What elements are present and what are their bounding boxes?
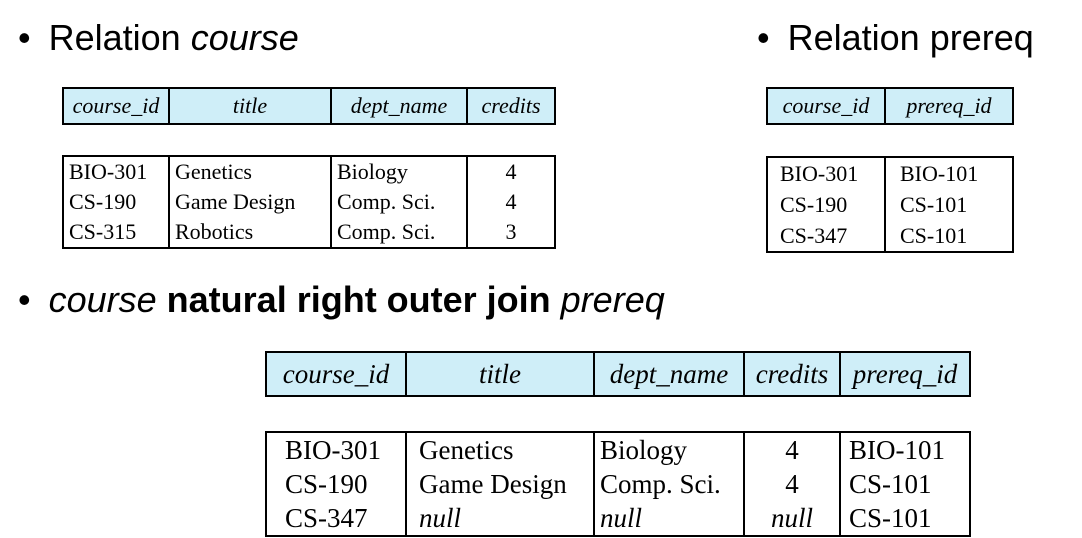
heading-relation-prereq: • Relation prereq bbox=[757, 18, 1034, 58]
join-right-relation: prereq bbox=[560, 279, 665, 320]
table-row: BIO-301 BIO-101 bbox=[766, 156, 1014, 189]
cell: CS-190 bbox=[265, 467, 407, 501]
column-header: course_id bbox=[62, 87, 170, 125]
cell: CS-101 bbox=[884, 189, 1014, 220]
cell: 3 bbox=[466, 217, 556, 249]
table-header-row: course_id title dept_name credits bbox=[62, 87, 556, 125]
bullet: • bbox=[18, 17, 31, 58]
cell: null bbox=[593, 501, 745, 537]
cell: CS-190 bbox=[62, 187, 170, 217]
cell: CS-101 bbox=[884, 220, 1014, 253]
table-row: CS-347 null null null CS-101 bbox=[265, 501, 971, 537]
table-row: BIO-301 Genetics Biology 4 bbox=[62, 155, 556, 187]
heading-join: • course natural right outer join prereq bbox=[18, 280, 665, 320]
table-row: CS-190 Game Design Comp. Sci. 4 CS-101 bbox=[265, 467, 971, 501]
column-header: dept_name bbox=[593, 351, 745, 397]
join-left-relation: course bbox=[48, 279, 157, 320]
column-header: course_id bbox=[265, 351, 407, 397]
cell: BIO-101 bbox=[839, 431, 971, 467]
cell: null bbox=[405, 501, 595, 537]
column-header: credits bbox=[466, 87, 556, 125]
cell: 4 bbox=[466, 187, 556, 217]
cell: BIO-301 bbox=[265, 431, 407, 467]
cell: BIO-101 bbox=[884, 156, 1014, 189]
column-header: prereq_id bbox=[884, 87, 1014, 125]
table-header-row: course_id title dept_name credits prereq… bbox=[265, 351, 971, 397]
table-row: CS-190 CS-101 bbox=[766, 189, 1014, 220]
column-header: dept_name bbox=[330, 87, 468, 125]
table-row: CS-190 Game Design Comp. Sci. 4 bbox=[62, 187, 556, 217]
join-result-table: course_id title dept_name credits prereq… bbox=[265, 351, 971, 537]
join-operator: natural right outer join bbox=[156, 279, 561, 320]
cell: BIO-301 bbox=[62, 155, 170, 187]
cell: Comp. Sci. bbox=[330, 217, 468, 249]
heading-relation-course: • Relation course bbox=[18, 18, 299, 58]
cell: 4 bbox=[743, 467, 841, 501]
column-header: title bbox=[405, 351, 595, 397]
heading-prefix: Relation bbox=[48, 17, 191, 58]
cell: 4 bbox=[466, 155, 556, 187]
column-header: course_id bbox=[766, 87, 886, 125]
column-header: title bbox=[168, 87, 332, 125]
cell: Biology bbox=[593, 431, 745, 467]
cell: Biology bbox=[330, 155, 468, 187]
table-row: CS-315 Robotics Comp. Sci. 3 bbox=[62, 217, 556, 249]
bullet: • bbox=[757, 17, 770, 58]
prereq-table: course_id prereq_id BIO-301 BIO-101 CS-1… bbox=[766, 87, 1014, 253]
column-header: credits bbox=[743, 351, 841, 397]
cell: Comp. Sci. bbox=[330, 187, 468, 217]
cell: CS-347 bbox=[265, 501, 407, 537]
cell: Genetics bbox=[405, 431, 595, 467]
course-table: course_id title dept_name credits BIO-30… bbox=[62, 87, 556, 249]
cell: CS-190 bbox=[766, 189, 886, 220]
cell: CS-101 bbox=[839, 467, 971, 501]
table-row: CS-347 CS-101 bbox=[766, 220, 1014, 253]
cell: CS-347 bbox=[766, 220, 886, 253]
cell: Game Design bbox=[168, 187, 332, 217]
cell: Robotics bbox=[168, 217, 332, 249]
relation-name: course bbox=[190, 17, 299, 58]
cell: 4 bbox=[743, 431, 841, 467]
cell: BIO-301 bbox=[766, 156, 886, 189]
cell: CS-101 bbox=[839, 501, 971, 537]
column-header: prereq_id bbox=[839, 351, 971, 397]
table-row: BIO-301 Genetics Biology 4 BIO-101 bbox=[265, 431, 971, 467]
cell: Genetics bbox=[168, 155, 332, 187]
cell: CS-315 bbox=[62, 217, 170, 249]
cell: Game Design bbox=[405, 467, 595, 501]
table-header-row: course_id prereq_id bbox=[766, 87, 1014, 125]
heading-text: Relation prereq bbox=[787, 17, 1034, 58]
cell: Comp. Sci. bbox=[593, 467, 745, 501]
bullet: • bbox=[18, 279, 31, 320]
cell: null bbox=[743, 501, 841, 537]
